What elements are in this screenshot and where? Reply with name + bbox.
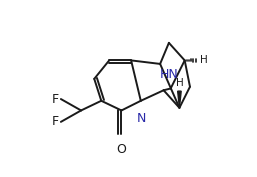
Text: N: N <box>137 112 146 125</box>
Polygon shape <box>178 91 181 108</box>
Text: O: O <box>116 143 126 156</box>
Text: F: F <box>52 93 59 105</box>
Text: H: H <box>200 55 207 65</box>
Text: F: F <box>52 115 59 128</box>
Text: H: H <box>176 78 183 88</box>
Text: HN: HN <box>160 68 178 81</box>
